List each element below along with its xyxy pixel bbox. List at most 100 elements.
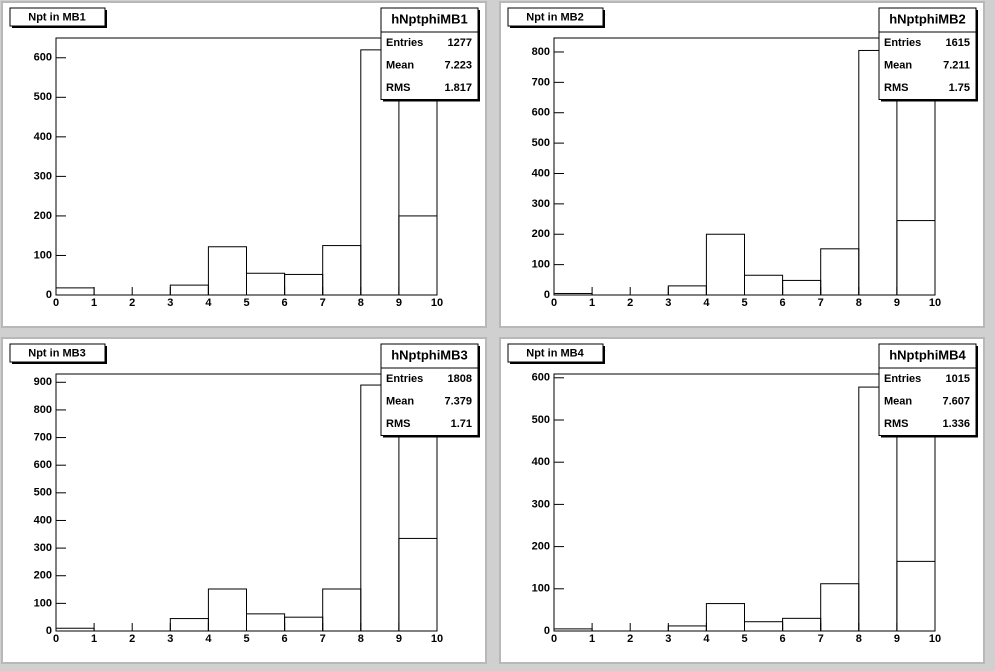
- stats-name: hNptphiMB4: [889, 347, 966, 362]
- x-tick-label: 4: [205, 297, 212, 309]
- hist-title: Npt in MB2: [526, 11, 583, 23]
- stats-value: 7.379: [444, 396, 472, 408]
- title-box: [9, 343, 106, 363]
- y-tick-label: 200: [34, 570, 52, 582]
- x-tick-label: 6: [780, 297, 786, 309]
- x-tick-label: 8: [358, 297, 364, 309]
- hist-title: Npt in MB1: [28, 11, 85, 23]
- x-tick-label: 0: [53, 633, 59, 645]
- y-tick-label: 0: [544, 625, 550, 637]
- y-tick-label: 700: [532, 76, 550, 88]
- y-tick-label: 200: [34, 210, 52, 222]
- title-box: [507, 7, 604, 27]
- stats-label: Entries: [884, 37, 921, 49]
- x-tick-label: 5: [243, 633, 249, 645]
- stats-box: [878, 343, 977, 436]
- x-tick-label: 8: [856, 633, 862, 645]
- y-tick-label: 100: [532, 259, 550, 271]
- x-tick-label: 5: [741, 633, 747, 645]
- x-tick-label: 8: [358, 633, 364, 645]
- hist-bin: [858, 49, 898, 296]
- y-tick-label: 700: [34, 431, 52, 443]
- y-tick-label: 0: [544, 289, 550, 301]
- pad: 0 1 2 3 4 5 6 7 8 9 100100200300400500600700800Npt…: [499, 1, 985, 328]
- stats-value: 1277: [448, 37, 472, 49]
- x-tick-label: 3: [665, 297, 671, 309]
- stats-label: RMS: [386, 418, 410, 430]
- y-tick-label: 100: [34, 597, 52, 609]
- stats-value: 1615: [946, 37, 970, 49]
- y-tick-label: 800: [34, 404, 52, 416]
- hist-title: Npt in MB4: [526, 347, 584, 359]
- stats-value: 1.817: [444, 82, 472, 94]
- stats-value: 7.211: [943, 60, 970, 72]
- stats-label: Mean: [884, 60, 912, 72]
- x-tick-label: 4: [205, 633, 212, 645]
- x-tick-label: 2: [627, 633, 633, 645]
- stats-value: 7.607: [942, 396, 970, 408]
- stats-label: RMS: [884, 418, 908, 430]
- y-tick-label: 500: [34, 91, 52, 103]
- x-tick-label: 4: [703, 297, 710, 309]
- hist-bin: [207, 588, 247, 632]
- x-tick-label: 3: [665, 633, 671, 645]
- y-tick-label: 400: [34, 131, 52, 143]
- x-tick-label: 4: [703, 633, 710, 645]
- x-tick-label: 1: [589, 633, 595, 645]
- hist-title: Npt in MB3: [28, 347, 85, 359]
- y-tick-label: 400: [532, 167, 550, 179]
- stats-box: [380, 7, 479, 100]
- stats-label: Entries: [386, 373, 423, 385]
- x-tick-label: 0: [53, 297, 59, 309]
- y-tick-label: 400: [34, 514, 52, 526]
- y-tick-label: 200: [532, 541, 550, 553]
- x-tick-label: 6: [282, 297, 288, 309]
- y-tick-label: 600: [532, 107, 550, 119]
- y-tick-label: 300: [34, 542, 52, 554]
- stats-name: hNptphiMB1: [391, 11, 468, 26]
- y-tick-label: 500: [532, 414, 550, 426]
- hist-bin: [360, 49, 400, 296]
- stats-value: 7.223: [444, 60, 472, 72]
- pad: 0 1 2 3 4 5 6 7 8 9 100100200300400500600700800900…: [1, 337, 487, 664]
- stats-label: RMS: [884, 82, 908, 94]
- x-tick-label: 5: [741, 297, 747, 309]
- y-tick-label: 500: [532, 137, 550, 149]
- y-tick-label: 600: [34, 459, 52, 471]
- y-tick-label: 0: [46, 289, 52, 301]
- x-tick-label: 2: [627, 297, 633, 309]
- stats-label: Entries: [386, 37, 423, 49]
- stats-label: Entries: [884, 373, 921, 385]
- y-tick-label: 600: [532, 372, 550, 384]
- x-tick-label: 3: [167, 633, 173, 645]
- x-tick-label: 9: [396, 633, 402, 645]
- y-tick-label: 400: [532, 456, 550, 468]
- x-tick-label: 2: [129, 633, 135, 645]
- x-tick-label: 1: [91, 297, 97, 309]
- x-tick-label: 9: [396, 297, 402, 309]
- x-tick-label: 7: [320, 633, 326, 645]
- x-tick-label: 7: [320, 297, 326, 309]
- x-tick-label: 1: [91, 633, 97, 645]
- y-tick-label: 100: [532, 583, 550, 595]
- y-tick-label: 200: [532, 228, 550, 240]
- stats-value: 1.75: [949, 82, 970, 94]
- hist-bin: [896, 220, 936, 296]
- x-tick-label: 10: [431, 297, 443, 309]
- x-tick-label: 2: [129, 297, 135, 309]
- x-tick-label: 9: [894, 633, 900, 645]
- x-tick-label: 7: [818, 633, 824, 645]
- x-tick-label: 10: [431, 633, 443, 645]
- stats-value: 1015: [946, 373, 970, 385]
- x-tick-label: 10: [929, 297, 941, 309]
- x-tick-label: 7: [818, 297, 824, 309]
- x-tick-label: 10: [929, 633, 941, 645]
- frame: [55, 373, 438, 632]
- stats-name: hNptphiMB2: [889, 11, 966, 26]
- stats-value: 1.71: [451, 418, 472, 430]
- x-tick-label: 8: [856, 297, 862, 309]
- stats-box: [380, 343, 479, 436]
